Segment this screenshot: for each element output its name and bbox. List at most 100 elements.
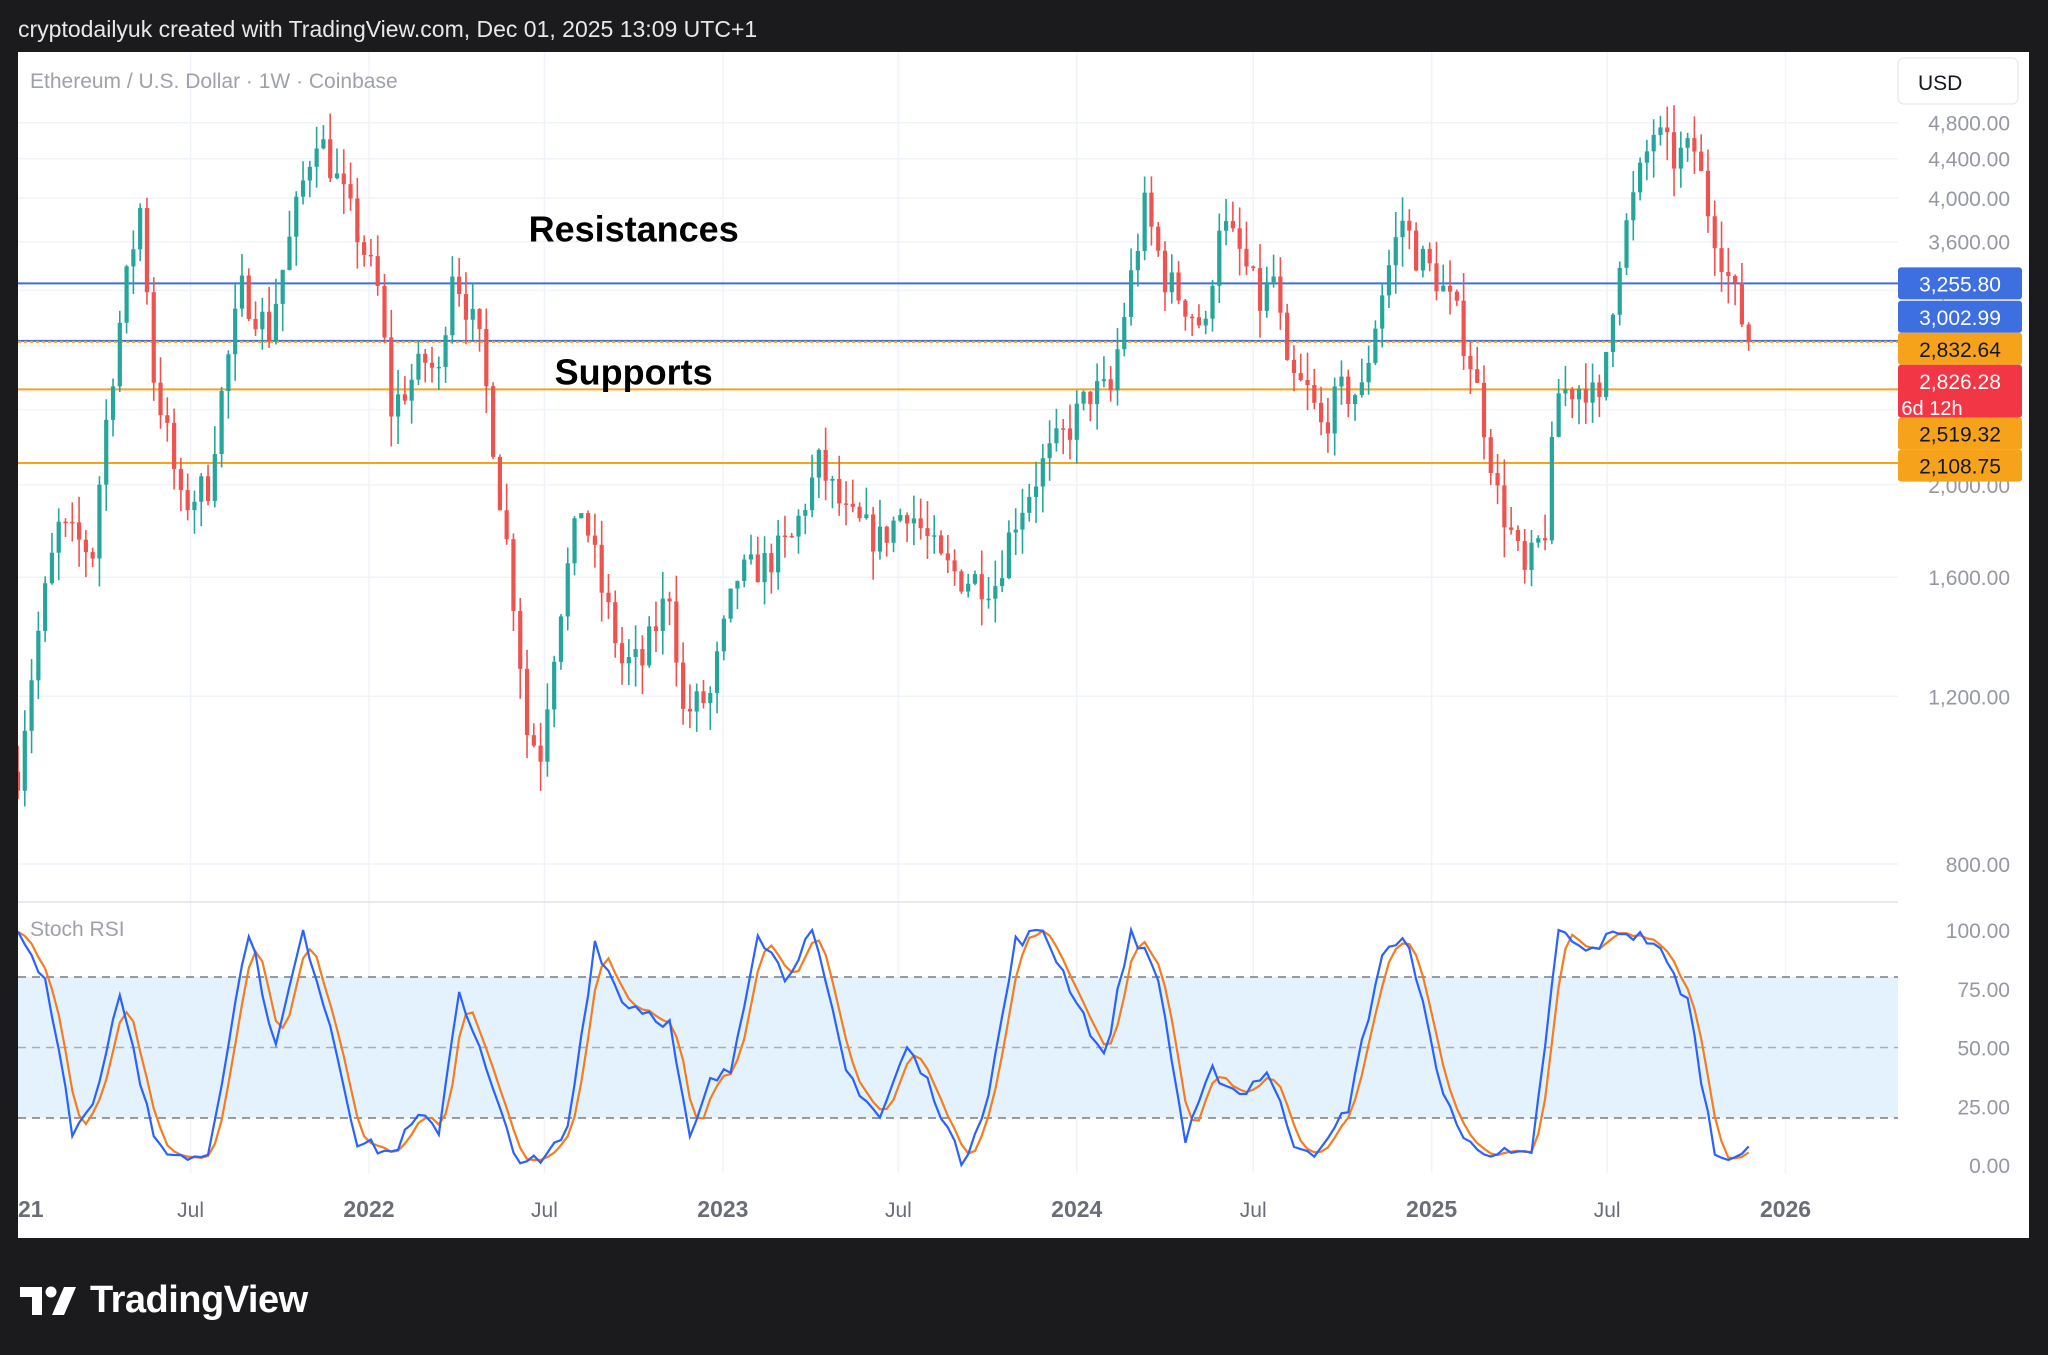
candle-body[interactable] [294,196,299,237]
candle[interactable] [253,301,258,337]
candle-body[interactable] [1427,248,1432,264]
candle[interactable] [1597,374,1602,418]
candle-body[interactable] [22,730,27,791]
candle[interactable] [803,503,808,535]
candle-body[interactable] [504,510,509,540]
candle-body[interactable] [1380,295,1385,329]
candle[interactable] [192,490,197,534]
candle[interactable] [158,357,163,429]
candle[interactable] [816,448,821,499]
candle[interactable] [1481,365,1487,460]
candle-body[interactable] [1081,391,1086,404]
candle[interactable] [837,455,842,516]
candle-body[interactable] [1515,529,1521,541]
candle-body[interactable] [538,745,543,762]
candle[interactable] [986,577,991,609]
candle-body[interactable] [1434,263,1439,292]
candle[interactable] [43,576,48,642]
candle-body[interactable] [986,598,991,601]
candle-body[interactable] [769,553,774,573]
candle[interactable] [1278,257,1283,330]
candle[interactable] [212,426,217,508]
candle[interactable] [857,502,862,522]
candle[interactable] [653,601,659,653]
candle-body[interactable] [762,553,767,583]
candle[interactable] [1339,360,1344,405]
candlestick-series[interactable] [15,105,1751,807]
candle-body[interactable] [192,501,197,511]
candle[interactable] [613,590,618,658]
candle-body[interactable] [864,514,869,519]
candle-body[interactable] [1257,268,1263,311]
candle[interactable] [15,745,21,800]
candle-body[interactable] [850,503,855,507]
candle[interactable] [701,679,706,709]
candle[interactable] [1122,302,1127,357]
candle[interactable] [1671,105,1677,197]
candle[interactable] [1414,222,1419,272]
candle-body[interactable] [219,391,224,455]
candle[interactable] [1746,322,1751,351]
candle-body[interactable] [1699,151,1704,171]
candle[interactable] [138,203,143,262]
candle-body[interactable] [436,366,441,369]
candle-body[interactable] [1393,237,1398,266]
candle[interactable] [90,547,95,568]
candle-body[interactable] [552,661,557,710]
candle[interactable] [1685,132,1690,162]
candle-body[interactable] [165,415,170,423]
candle[interactable] [443,326,448,383]
candle-body[interactable] [1061,428,1066,430]
candle[interactable] [362,235,367,267]
candle-body[interactable] [1108,379,1113,391]
candle-body[interactable] [1088,391,1093,405]
candle[interactable] [1319,386,1324,436]
candle-body[interactable] [1223,221,1229,231]
candle[interactable] [871,506,876,580]
candle[interactable] [307,160,312,198]
candle-body[interactable] [1332,386,1337,434]
candle-body[interactable] [959,571,964,592]
candle[interactable] [436,356,441,391]
candle[interactable] [830,475,835,509]
candle-body[interactable] [443,335,448,367]
candle[interactable] [599,520,604,622]
candle[interactable] [932,515,937,554]
candle-body[interactable] [803,510,808,516]
candle-body[interactable] [1128,270,1134,317]
candle-body[interactable] [1346,376,1351,405]
candle-body[interactable] [1447,285,1453,292]
candle-body[interactable] [708,692,713,704]
candle-body[interactable] [124,266,129,323]
candle-body[interactable] [151,292,156,383]
candle[interactable] [979,550,984,626]
candle-body[interactable] [63,521,68,524]
candle-body[interactable] [1149,192,1154,227]
candle-body[interactable] [1726,272,1731,276]
candle-body[interactable] [110,386,116,420]
candle-body[interactable] [579,513,584,519]
candle-body[interactable] [1597,382,1602,397]
candle[interactable] [1604,351,1609,401]
candle-body[interactable] [1665,127,1670,133]
candle[interactable] [1081,390,1086,411]
candle[interactable] [966,573,971,598]
candle[interactable] [1556,378,1561,438]
candle[interactable] [606,573,611,620]
candle-body[interactable] [1054,428,1059,444]
candle-body[interactable] [287,236,292,270]
candle[interactable] [776,519,781,590]
candle-body[interactable] [1366,362,1371,383]
candle[interactable] [850,479,855,513]
candle[interactable] [708,686,713,730]
candle[interactable] [1305,352,1310,411]
candle-body[interactable] [43,583,48,631]
candle[interactable] [1196,304,1202,329]
candle-body[interactable] [857,506,862,519]
currency-button-label[interactable]: USD [1918,72,1962,95]
candle[interactable] [1610,313,1616,368]
candle-body[interactable] [273,303,279,342]
candle-body[interactable] [586,513,591,536]
candle-body[interactable] [307,166,312,181]
candle[interactable] [1176,261,1181,305]
